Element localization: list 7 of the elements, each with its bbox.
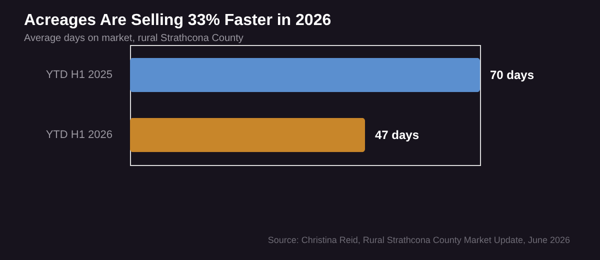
source-note: Source: Christina Reid, Rural Strathcona County Market Update, June 2026 — [268, 235, 570, 245]
data-label: 47 days — [375, 128, 420, 142]
chart-subtitle: Average days on market, rural Strathcona County — [24, 33, 244, 44]
chart-title: Acreages Are Selling 33% Faster in 2026 — [24, 12, 332, 29]
data-label: 70 days — [490, 68, 534, 82]
y-tick-label: YTD H1 2025 — [46, 69, 112, 81]
y-tick-label: YTD H1 2026 — [46, 129, 112, 141]
